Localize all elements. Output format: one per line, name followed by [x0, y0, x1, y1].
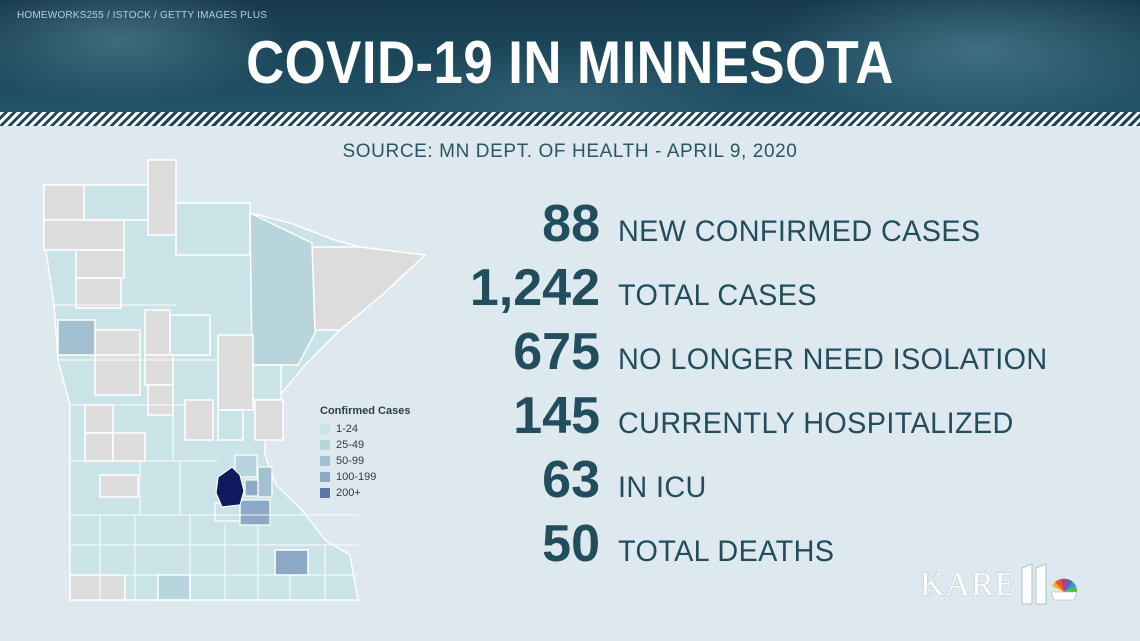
hatched-divider	[0, 112, 1140, 126]
legend-label: 1-24	[336, 423, 359, 435]
county-faribault	[157, 574, 191, 601]
legend-label: 100-199	[336, 471, 377, 483]
stat-hospitalized: 145 CURRENTLY HOSPITALIZED	[430, 384, 1130, 448]
stat-label: TOTAL DEATHS	[618, 535, 835, 568]
minnesota-county-map	[43, 159, 427, 601]
county-traverse	[99, 474, 139, 498]
stat-value: 1,242	[469, 259, 600, 317]
legend-label: 200+	[336, 487, 361, 499]
source-line: SOURCE: MN DEPT. OF HEALTH - APRIL 9, 20…	[342, 141, 798, 162]
logo-text: KARE	[920, 566, 1017, 603]
county-lake-of-woods	[147, 159, 177, 236]
county-morrison	[217, 409, 244, 441]
county-hennepin	[215, 466, 245, 508]
legend-label: 25-49	[336, 439, 365, 451]
county-roseau	[83, 184, 149, 221]
page-title: COVID-19 IN MINNESOTA	[246, 29, 894, 96]
legend-item: 1-24	[320, 421, 430, 437]
county-becker	[94, 354, 141, 396]
county-washington	[257, 466, 273, 498]
stat-label: IN ICU	[618, 471, 707, 504]
county-pennington	[75, 249, 125, 279]
stat-total-cases: 1,242 TOTAL CASES	[430, 256, 1130, 320]
county-mille-lacs	[184, 399, 214, 441]
stat-label: NEW CONFIRMED CASES	[618, 215, 981, 248]
kare11-logo: KARE	[920, 562, 1090, 606]
stat-value: 50	[542, 515, 600, 573]
county-red-lake	[75, 277, 122, 309]
legend-item: 200+	[320, 485, 430, 501]
county-stevens	[84, 432, 114, 462]
eleven-peacock-icon	[1021, 563, 1078, 605]
county-aitkin	[217, 334, 254, 411]
stat-icu: 63 IN ICU	[430, 448, 1130, 512]
county-dakota	[239, 499, 271, 526]
header-banner: HOMEWORKS255 / ISTOCK / GETTY IMAGES PLU…	[0, 0, 1140, 118]
county-todd	[147, 384, 174, 416]
county-hubbard	[144, 309, 171, 356]
county-kittson	[43, 184, 85, 221]
legend-swatch	[320, 440, 330, 450]
county-olmsted	[274, 549, 309, 576]
stat-value: 63	[542, 451, 600, 509]
stat-value: 675	[513, 323, 600, 381]
county-mahnomen	[94, 329, 141, 356]
photo-credit: HOMEWORKS255 / ISTOCK / GETTY IMAGES PLU…	[17, 10, 268, 21]
county-borders	[54, 304, 358, 600]
county-clay	[57, 319, 96, 356]
county-koochiching	[175, 202, 251, 256]
map-legend: Confirmed Cases 1-24 25-49 50-99 100-199…	[320, 405, 430, 501]
legend-item: 100-199	[320, 469, 430, 485]
county-ramsey	[244, 479, 259, 497]
county-rock	[69, 574, 126, 601]
stat-value: 145	[513, 387, 600, 445]
county-cass	[169, 314, 211, 356]
legend-title: Confirmed Cases	[320, 405, 411, 417]
legend-item: 25-49	[320, 437, 430, 453]
county-pope	[112, 432, 146, 462]
legend-item: 50-99	[320, 453, 430, 469]
county-pine	[254, 399, 284, 441]
legend-swatch	[320, 488, 330, 498]
stat-value: 88	[542, 195, 600, 253]
stat-label: CURRENTLY HOSPITALIZED	[618, 407, 1014, 440]
stat-deaths: 50 TOTAL DEATHS	[430, 512, 1130, 576]
legend-label: 50-99	[336, 455, 365, 467]
legend-swatch	[320, 424, 330, 434]
stat-label: TOTAL CASES	[618, 279, 817, 312]
county-grant	[84, 404, 114, 434]
legend-swatch	[320, 472, 330, 482]
county-anoka	[234, 454, 258, 478]
county-carlton	[252, 364, 282, 401]
stat-label: NO LONGER NEED ISOLATION	[618, 343, 1048, 376]
stat-recovered: 675 NO LONGER NEED ISOLATION	[430, 320, 1130, 384]
county-cook	[311, 246, 427, 331]
county-marshall	[43, 219, 125, 251]
legend-swatch	[320, 456, 330, 466]
stat-new-cases: 88 NEW CONFIRMED CASES	[430, 192, 1130, 256]
